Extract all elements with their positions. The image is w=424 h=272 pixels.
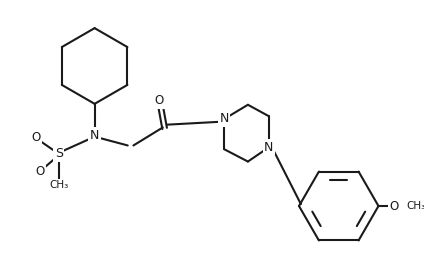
Text: O: O [389,200,398,212]
Text: N: N [220,112,229,125]
Text: O: O [31,131,41,144]
Text: S: S [55,147,63,160]
Text: O: O [154,94,164,107]
Text: CH₃: CH₃ [49,180,68,190]
Text: N: N [90,129,99,141]
Text: N: N [264,141,273,154]
Text: CH₃: CH₃ [407,201,424,211]
Text: O: O [35,165,45,178]
